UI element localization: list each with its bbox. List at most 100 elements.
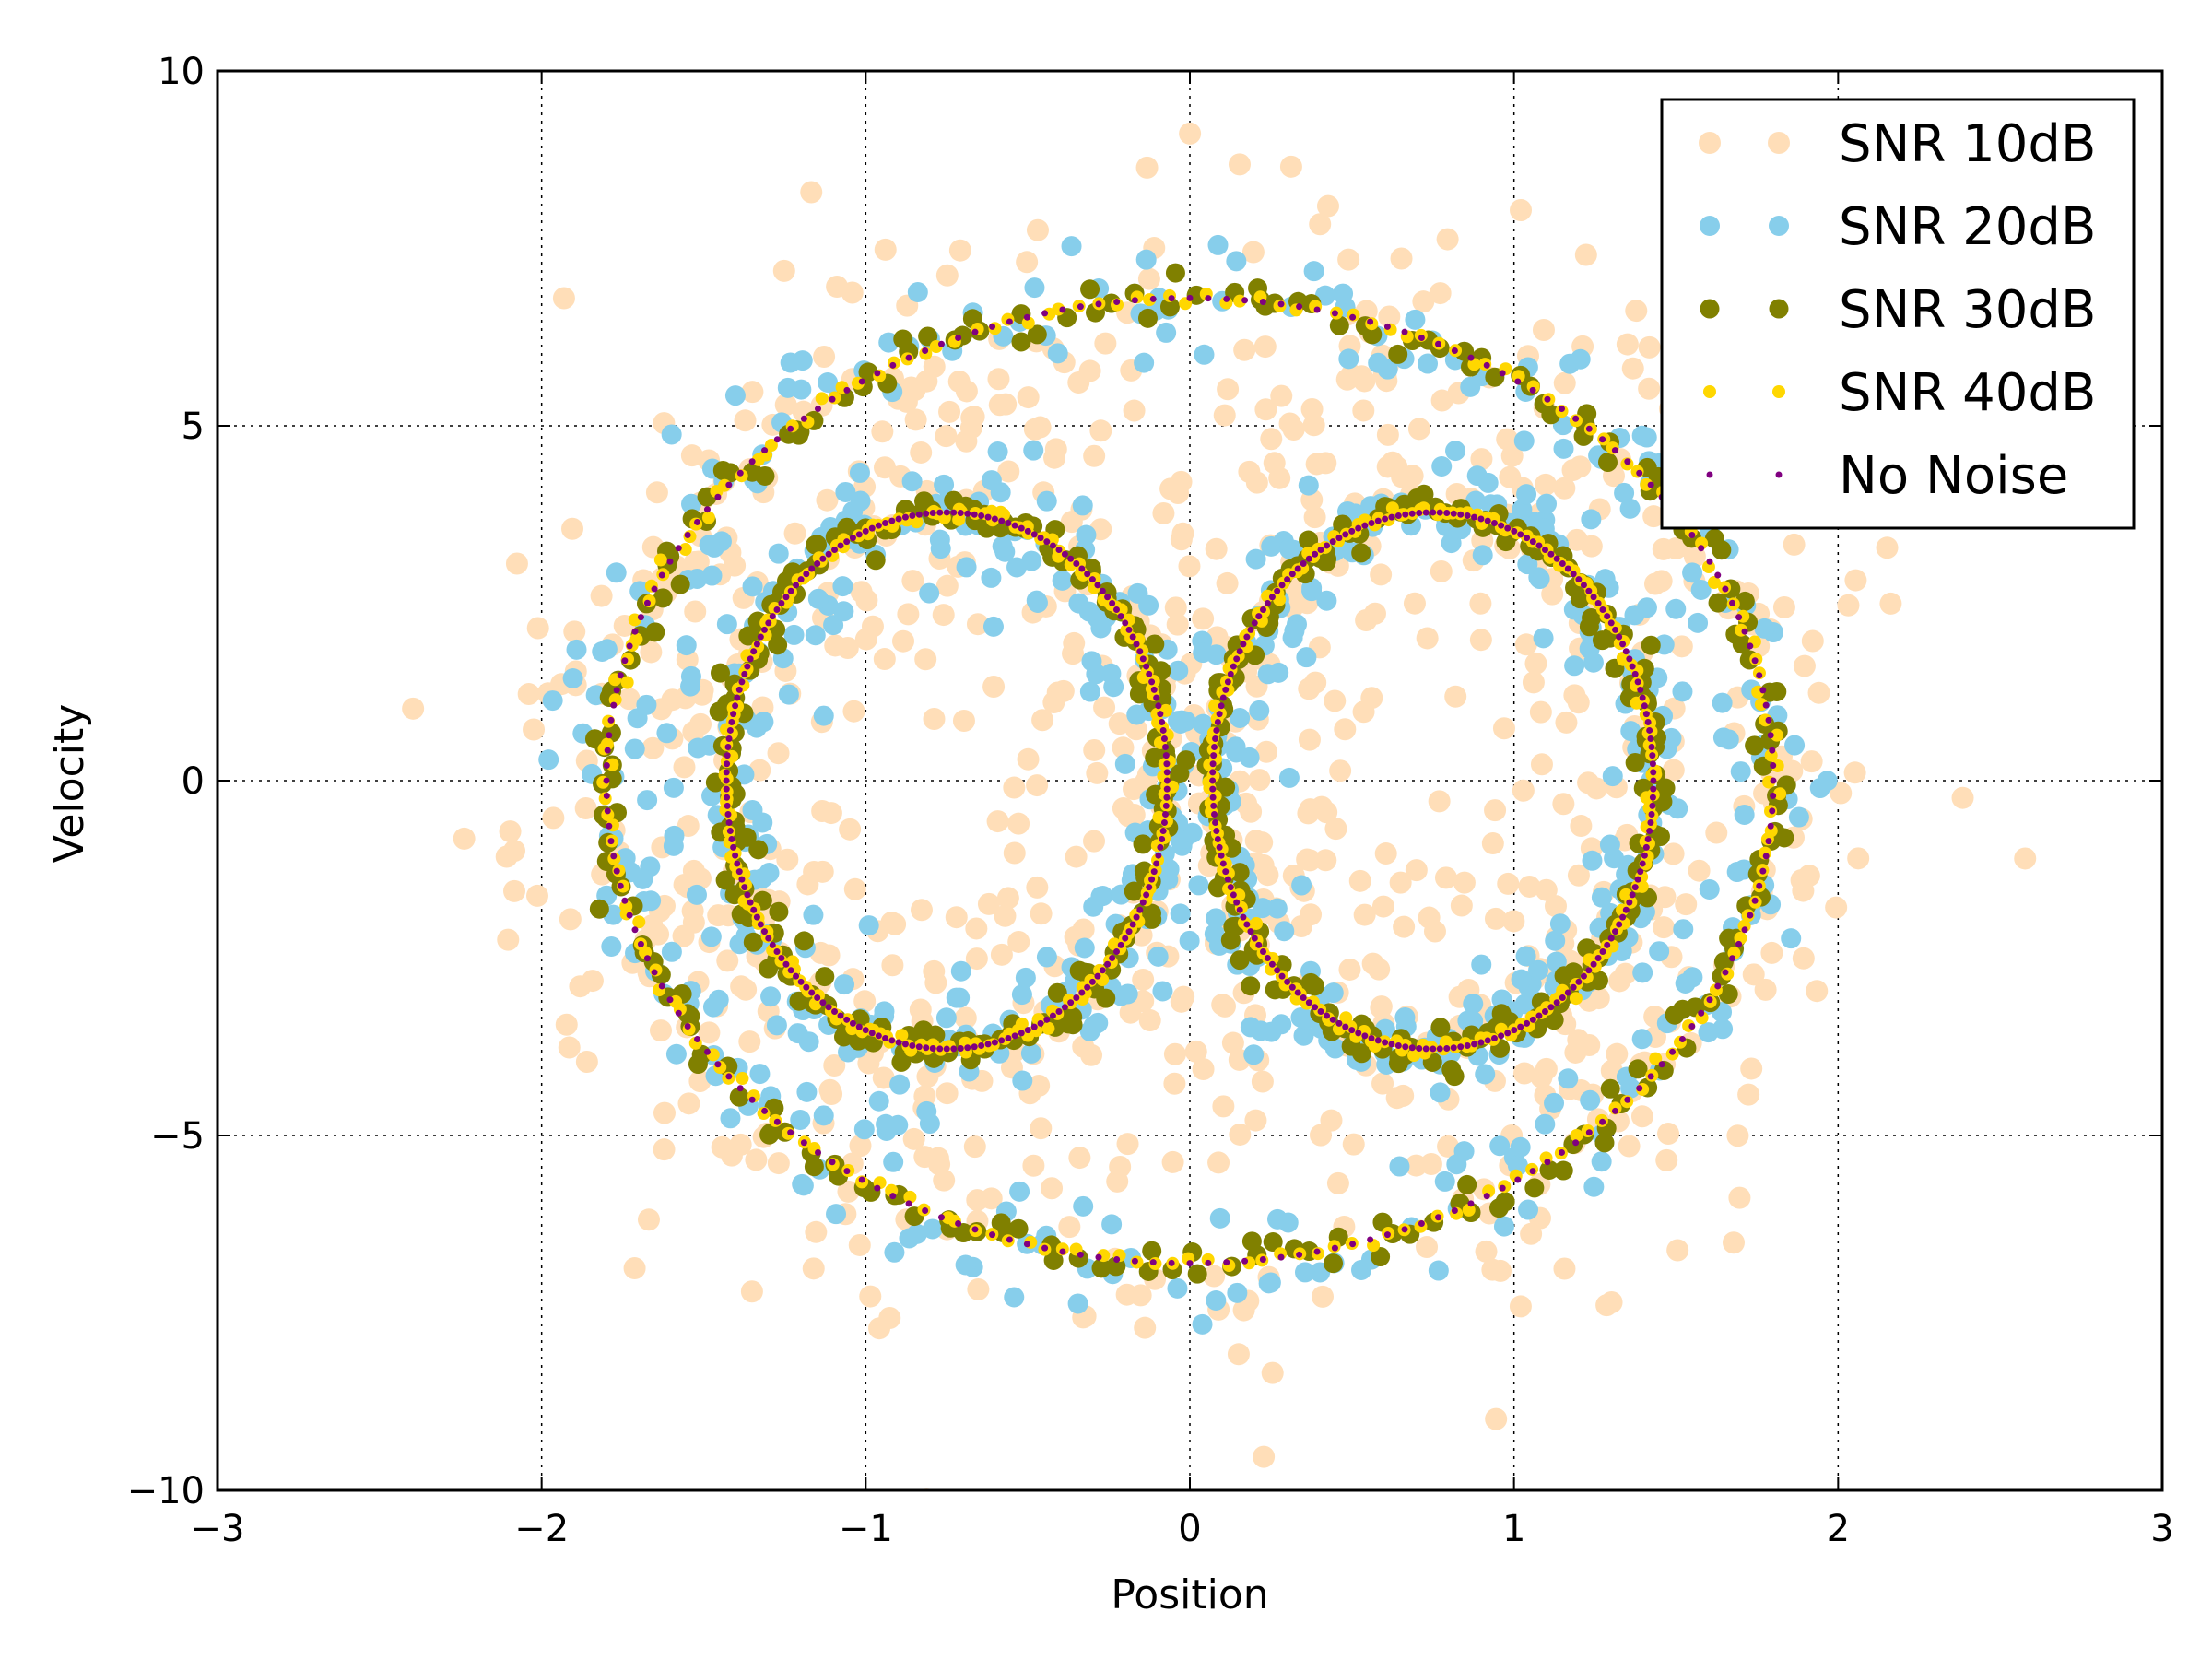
data-point (751, 453, 765, 466)
data-point (1218, 702, 1225, 710)
data-point (1061, 236, 1082, 257)
data-point (923, 1044, 930, 1052)
data-point (1544, 1159, 1551, 1166)
data-point (1088, 978, 1096, 985)
data-point (1484, 907, 1507, 930)
data-point (1552, 793, 1575, 816)
data-point (1052, 570, 1073, 591)
data-point (1135, 156, 1159, 179)
data-point (1293, 1025, 1314, 1046)
data-point (610, 853, 618, 860)
data-point (1216, 711, 1223, 718)
data-point (601, 723, 621, 743)
data-point (1475, 1240, 1498, 1263)
data-point (1230, 663, 1237, 670)
data-point (782, 594, 790, 601)
data-point (1224, 876, 1231, 883)
data-point (1714, 982, 1722, 990)
data-point (1471, 1041, 1478, 1048)
data-point (1317, 546, 1324, 553)
data-point (1300, 903, 1323, 926)
data-point (991, 515, 998, 523)
data-point (738, 678, 746, 686)
data-point (613, 687, 620, 694)
legend-marker (1768, 132, 1790, 154)
data-point (1770, 792, 1777, 799)
data-point (1146, 670, 1153, 677)
data-point (957, 510, 964, 517)
data-point (1212, 735, 1219, 742)
data-point (574, 796, 597, 819)
data-point (663, 777, 684, 798)
data-point (1030, 902, 1053, 925)
data-point (1361, 952, 1384, 975)
data-point (1213, 726, 1220, 734)
data-point (1524, 1178, 1545, 1198)
data-point (1230, 708, 1251, 729)
data-point (1243, 921, 1251, 928)
data-point (748, 458, 756, 465)
data-point (1572, 415, 1580, 422)
data-point (1206, 908, 1227, 929)
data-point (1436, 228, 1459, 251)
data-point (774, 394, 797, 417)
data-point (1477, 515, 1485, 523)
data-point (764, 439, 778, 453)
data-point (837, 1012, 844, 1019)
data-point (791, 379, 812, 400)
data-point (1563, 684, 1586, 707)
data-point (1751, 657, 1759, 665)
data-point (1247, 626, 1254, 633)
data-point (850, 490, 871, 512)
data-point (871, 420, 894, 443)
data-point (720, 1108, 741, 1129)
data-point (1348, 869, 1371, 892)
data-point (1695, 536, 1709, 550)
data-point (825, 1004, 832, 1011)
data-point (1073, 560, 1080, 568)
data-point (589, 899, 609, 919)
data-point (1647, 819, 1654, 827)
data-point (1094, 972, 1101, 980)
data-point (1629, 663, 1636, 670)
data-point (1331, 310, 1338, 317)
data-point (959, 417, 982, 440)
data-point (1443, 510, 1451, 517)
data-point (1518, 875, 1541, 898)
data-point (1553, 438, 1574, 459)
data-point (1532, 318, 1555, 341)
data-point (1418, 906, 1441, 929)
data-point (1608, 970, 1631, 993)
data-point (1553, 1160, 1573, 1181)
data-point (1288, 983, 1296, 991)
data-point (1167, 1277, 1188, 1299)
data-point (1649, 760, 1656, 768)
data-point (1303, 261, 1324, 282)
data-point (895, 1039, 902, 1046)
legend-item: SNR 30dB (1700, 280, 2096, 340)
data-point (813, 1105, 834, 1126)
data-point (1682, 562, 1703, 583)
data-point (950, 960, 971, 982)
data-point (684, 1023, 691, 1030)
data-point (1462, 1203, 1476, 1217)
data-point (566, 639, 587, 660)
data-point (1453, 871, 1476, 894)
data-point (1618, 1135, 1641, 1158)
data-point (966, 613, 989, 636)
data-point (1187, 1264, 1207, 1284)
data-point (1160, 819, 1168, 827)
data-point (1348, 1027, 1356, 1034)
data-point (1444, 1066, 1465, 1087)
data-point (1611, 447, 1618, 454)
data-point (1340, 363, 1363, 386)
data-point (1570, 815, 1593, 838)
data-point (1529, 1016, 1536, 1023)
data-point (1112, 736, 1135, 759)
data-point (1268, 960, 1276, 968)
data-point (1722, 585, 1729, 593)
data-point (1081, 651, 1102, 672)
data-point (1483, 1193, 1490, 1200)
data-point (1251, 619, 1258, 627)
data-point (989, 323, 996, 330)
